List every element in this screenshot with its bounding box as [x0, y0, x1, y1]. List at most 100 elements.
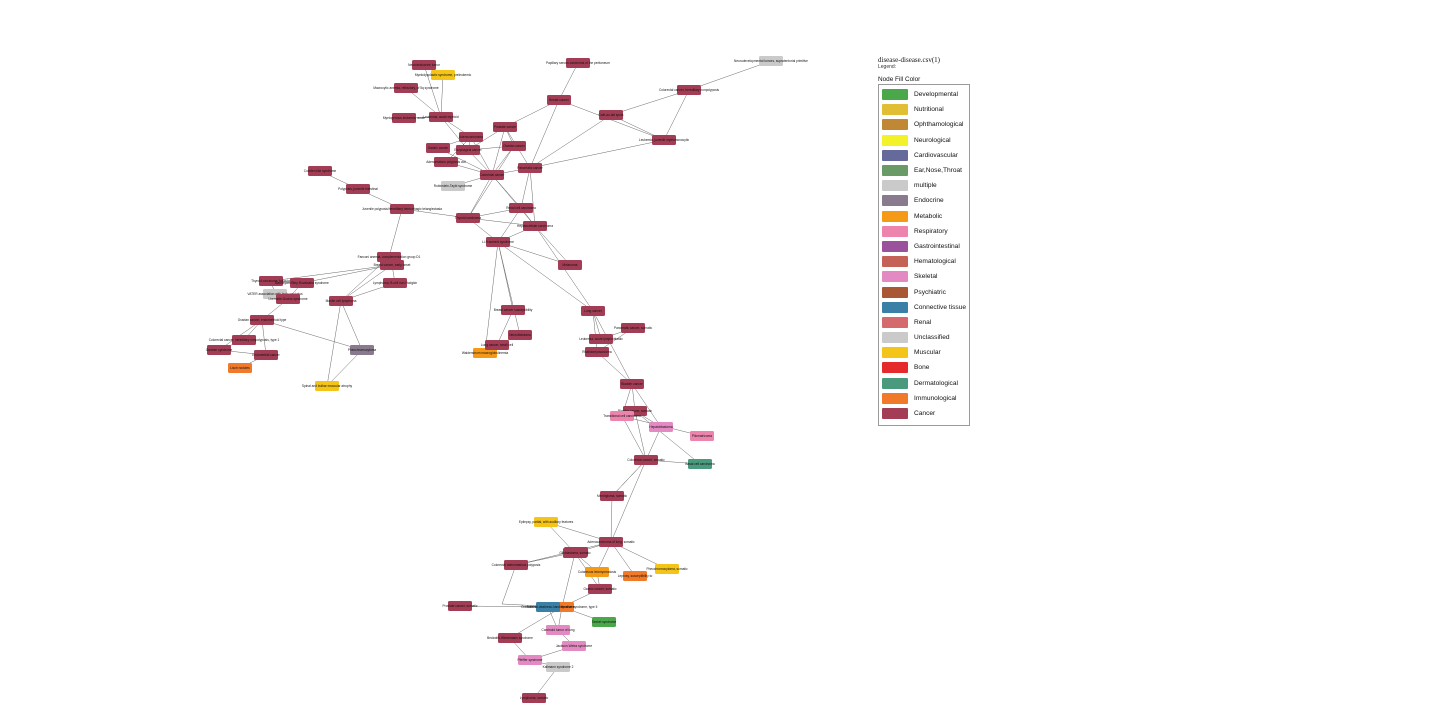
network-node[interactable]: Cowden-like syndrome [304, 166, 337, 176]
network-node[interactable]: Pilomatricoma [690, 431, 714, 441]
network-node[interactable]: Gastric cancer [426, 143, 450, 153]
network-node[interactable]: Fanconi anemia, complementation group D1 [358, 252, 421, 262]
network-node[interactable]: Myelogenous leukemia, acute [383, 113, 425, 123]
network-node[interactable]: Neurodevelopmental tumors, supratentoria… [734, 56, 808, 66]
network-node[interactable]: Myelodysplastic syndrome, preleukemic [415, 70, 472, 80]
network-node[interactable]: Mantle cell lymphoma [326, 296, 357, 306]
network-node[interactable]: Prostate cancer, somatic [443, 601, 478, 611]
network-node[interactable]: Craniofacial-deafness-hand syndrome [521, 602, 575, 612]
network-node[interactable]: Lymphoma, B-cell non-Hodgkin [373, 278, 418, 288]
network-node[interactable]: Thyroid carcinoma [455, 213, 481, 223]
network-node[interactable]: Hepatocellular carcinoma [517, 221, 553, 231]
network-node[interactable]: Prostate cancer [493, 122, 517, 132]
network-node[interactable]: Basal cell carcinoma [685, 459, 715, 469]
network-node[interactable]: Leukemia, juvenile myelomonocytic [639, 135, 690, 145]
network-node[interactable]: Neuroblastoma [508, 330, 532, 340]
legend-item: Psychiatric [879, 284, 969, 299]
network-node[interactable]: Pfeiffer syndrome [518, 655, 543, 665]
network-node[interactable]: Polyposis, juvenile intestinal [338, 184, 378, 194]
network-node[interactable]: Breast cancer, early onset [374, 260, 411, 270]
network-node[interactable]: Pancreatic cancer [517, 163, 544, 173]
network-node[interactable]: Cafe-au-lait spots [599, 110, 624, 120]
network-node[interactable]: Beckwith-Wiedemann syndrome [487, 633, 533, 643]
legend-label: Nutritional [914, 106, 944, 114]
node-label: Rubinstein-Taybi syndrome [434, 184, 473, 188]
legend-item: Metabolic [879, 209, 969, 224]
node-label: Carcinoid tumor of lung [542, 628, 575, 632]
network-node[interactable]: Colorectal cancer [480, 170, 506, 180]
network-edge [610, 541, 636, 577]
network-node[interactable]: Transitional cell carcinoma [603, 411, 641, 421]
network-node[interactable]: Lymphoma, somatic [520, 693, 549, 703]
network-node[interactable]: Lung cancer [581, 306, 605, 316]
network-node[interactable]: Colorectal cancer, hereditary nonpolypos… [209, 335, 280, 345]
network-node[interactable]: Breast cancer [547, 95, 571, 105]
network-node[interactable]: Leukemia, acute lymphoblastic [579, 334, 623, 344]
node-label: Ovarian cancer, endometrioid type [238, 318, 287, 322]
network-node[interactable]: Colorectal adenomatous polyposis [492, 560, 541, 570]
network-node[interactable]: Lung cancer, small cell [481, 340, 514, 350]
legend-swatch [882, 256, 908, 268]
node-box [522, 693, 546, 703]
network-node[interactable]: Leukemia, acute myeloid [423, 112, 459, 122]
network-node[interactable]: Li-Fraumeni syndrome [482, 237, 514, 247]
network-node[interactable]: Rubinstein-Taybi syndrome [434, 181, 473, 191]
network-node[interactable]: Breast cancer susceptibility [494, 305, 533, 315]
network-node[interactable]: Meningioma, somatic [597, 491, 628, 501]
network-node[interactable]: Kallmann syndrome 2 [543, 662, 574, 672]
network-node[interactable]: Leprosy, susceptibility to [618, 571, 653, 581]
network-node[interactable]: Pancreatic cancer, somatic [614, 323, 652, 333]
network-node[interactable]: Juvenile polyposis/hereditary hemorrhagi… [362, 204, 442, 214]
network-node[interactable]: Papillary serous carcinoma of the perito… [546, 58, 610, 68]
node-label: Cutaneous leiomyomatosis [578, 570, 617, 574]
network-node[interactable]: Adenocarcinoma [459, 132, 483, 142]
network-node[interactable]: Esophageal cancer [454, 145, 483, 155]
legend-label: multiple [914, 182, 937, 190]
network-node[interactable]: Spinal and bulbar muscular atrophy [302, 381, 353, 391]
network-node[interactable]: Adenomatous polyposis coli [426, 157, 466, 167]
node-box [377, 252, 401, 262]
network-node[interactable]: Waldenstrom macroglobulinemia [462, 348, 509, 358]
network-node[interactable]: Thyroid carcinoma, follicular [251, 276, 292, 286]
network-node[interactable]: Bannayan-Riley-Ruvalcaba syndrome [275, 278, 329, 288]
network-edge [484, 241, 499, 354]
network-node[interactable]: Pheochromocytoma, somatic [646, 564, 688, 574]
network-node[interactable]: Hepatoblastoma [649, 422, 673, 432]
network-node[interactable]: Bladder cancer [620, 379, 644, 389]
network-node[interactable]: Colorectal cancer, hereditary nonpolypos… [659, 85, 719, 95]
network-node[interactable]: Pheochromocytoma [348, 345, 377, 355]
network-node[interactable]: Melanoma [558, 260, 582, 270]
node-label: Colorectal cancer, somatic [627, 458, 665, 462]
network-node[interactable]: Lisch nodules [228, 363, 252, 373]
network-node[interactable]: Jackson-Weiss syndrome [556, 641, 592, 651]
network-node[interactable]: Macrocytic anemia, refractory, of 5q syn… [373, 83, 439, 93]
network-node[interactable]: Carcinoid tumor of lung [542, 625, 575, 635]
node-label: Colorectal cancer, hereditary nonpolypos… [209, 338, 280, 342]
node-label: Pheochromocytoma, somatic [646, 567, 688, 571]
legend-swatch [882, 119, 908, 131]
network-node[interactable]: Epilepsy, partial, with auditory feature… [519, 517, 574, 527]
network-node[interactable]: Lhermitte-Duclos syndrome [269, 294, 308, 304]
network-node[interactable]: Glioblastoma, somatic [559, 548, 591, 558]
node-box [485, 340, 509, 350]
network-node[interactable]: Ovarian cancer [502, 141, 526, 151]
network-node[interactable]: Ovarian cancer, endometrioid type [238, 315, 287, 325]
network-node[interactable]: Renal cell carcinoma [506, 203, 536, 213]
network-node[interactable]: Gardner syndrome [206, 345, 233, 355]
network-edge [470, 136, 493, 176]
network-node[interactable]: Colorectal cancer, somatic [627, 455, 665, 465]
node-box [599, 537, 623, 547]
network-node[interactable]: Gastric cancer, somatic [583, 584, 617, 594]
network-node[interactable]: Neuroendocrine tumor [408, 60, 441, 70]
network-node[interactable]: Adenocarcinoma of lung, somatic [587, 537, 635, 547]
node-label: Endometrial cancer [252, 353, 280, 357]
network-node[interactable]: Rhabdomyosarcoma [582, 347, 612, 357]
network-node[interactable]: Seckel syndrome [592, 617, 617, 627]
node-label: Ovarian cancer [503, 144, 526, 148]
network-edge [634, 410, 701, 465]
node-label: Myelogenous leukemia, acute [383, 116, 425, 120]
network-node[interactable]: Cutaneous leiomyomatosis [578, 567, 617, 577]
node-box [677, 85, 701, 95]
network-node[interactable]: Endometrial cancer [252, 350, 281, 360]
network-edge [340, 264, 393, 302]
